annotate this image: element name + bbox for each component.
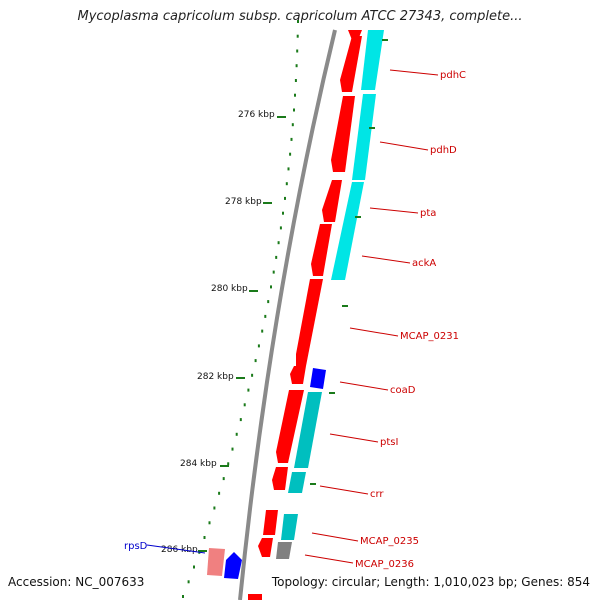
blue-feature-coaD	[310, 368, 326, 389]
cds-feature	[258, 538, 273, 557]
cds-feature	[311, 224, 332, 276]
minor-tick-dot	[296, 49, 299, 53]
minor-tick-dot	[257, 344, 260, 348]
match-block	[281, 514, 298, 540]
scale-label: 286 kbp	[161, 545, 198, 555]
minor-tick-dot	[297, 20, 299, 23]
minor-tick-dot	[287, 167, 290, 171]
minor-tick-dot	[289, 152, 292, 156]
match-block	[294, 392, 322, 468]
minor-tick-dot	[296, 34, 299, 38]
minor-tick-dot	[239, 418, 242, 422]
minor-tick-dot	[203, 536, 206, 539]
match-block	[288, 472, 306, 493]
minor-tick-track	[182, 20, 299, 598]
minor-tick-dot	[254, 359, 257, 363]
minor-tick-dot	[208, 521, 211, 525]
minor-tick-dot	[267, 300, 270, 304]
minor-tick-dot	[235, 432, 238, 436]
minor-tick-dot	[294, 79, 297, 82]
scale-label: 280 kbp	[211, 284, 248, 294]
scale-label: 276 kbp	[238, 110, 275, 120]
minor-tick-dot	[272, 270, 275, 274]
backbone-arc	[238, 29, 337, 600]
blue-feature-rpsD	[224, 552, 242, 579]
gene-label-pdhD: pdhD	[430, 145, 457, 156]
cds-feature	[290, 366, 306, 384]
topology-text: Topology: circular; Length: 1,010,023 bp…	[271, 575, 590, 589]
rpsD-leader-line	[146, 544, 206, 554]
minor-tick-dot	[264, 314, 267, 318]
accession-text: Accession: NC_007633	[8, 575, 145, 589]
scale-label: 278 kbp	[225, 197, 262, 207]
cds-feature	[263, 510, 278, 535]
minor-tick-dot	[227, 462, 230, 466]
cds-feature	[322, 180, 342, 222]
match-block	[352, 94, 376, 180]
minor-tick-dot	[290, 137, 293, 141]
minor-tick-dot	[275, 255, 278, 259]
gene-label-ackA: ackA	[412, 258, 436, 269]
minor-tick-dot	[282, 211, 284, 215]
match-block	[331, 182, 364, 280]
gene-label-MCAP_0231: MCAP_0231	[400, 331, 459, 342]
minor-tick-dot	[213, 506, 216, 510]
minor-tick-dot	[187, 580, 190, 584]
scale-label: 284 kbp	[180, 459, 217, 469]
gene-leader-lines	[304, 69, 439, 564]
gene-label-MCAP_0235: MCAP_0235	[360, 536, 419, 547]
minor-tick-dot	[243, 403, 246, 407]
match-block	[276, 542, 292, 559]
cds-feature	[331, 96, 355, 172]
scale-major-ticks	[198, 116, 286, 552]
minor-tick-dot	[277, 241, 280, 245]
cds-feature	[296, 279, 323, 366]
gene-label-crr: crr	[370, 489, 384, 500]
minor-tick-dot	[222, 477, 225, 481]
gene-label-pdhC: pdhC	[440, 70, 466, 81]
minor-tick-dot	[284, 196, 286, 200]
gene-label-coaD: coaD	[390, 385, 416, 396]
cds-feature	[340, 36, 362, 92]
gene-label-pta: pta	[420, 208, 436, 219]
pink-feature-rpsD	[207, 548, 225, 576]
gene-label-MCAP_0236: MCAP_0236	[355, 559, 414, 570]
map-title: Mycoplasma capricolum subsp. capricolum …	[77, 9, 523, 24]
minor-tick-dot	[293, 108, 295, 112]
minor-tick-dot	[251, 373, 254, 377]
cds-track	[248, 30, 362, 600]
gene-label-ptsI: ptsI	[380, 437, 398, 448]
minor-tick-dot	[285, 182, 288, 186]
cds-feature	[248, 594, 262, 600]
minor-tick-dot	[279, 226, 282, 230]
match-block	[361, 30, 384, 90]
cds-feature	[272, 467, 288, 490]
right-tick-track	[310, 39, 388, 485]
minor-tick-dot	[261, 329, 264, 333]
gene-label-rpsD: rpsD	[124, 541, 148, 552]
match-track	[276, 30, 384, 559]
minor-tick-dot	[294, 93, 296, 97]
minor-tick-dot	[218, 491, 221, 495]
minor-tick-dot	[270, 285, 272, 289]
minor-tick-dot	[247, 388, 250, 392]
cds-feature	[276, 390, 304, 463]
minor-tick-dot	[295, 64, 298, 68]
scale-label: 282 kbp	[197, 372, 234, 382]
minor-tick-dot	[182, 595, 184, 598]
minor-tick-dot	[193, 565, 195, 569]
minor-tick-dot	[231, 447, 234, 451]
minor-tick-dot	[291, 123, 294, 127]
